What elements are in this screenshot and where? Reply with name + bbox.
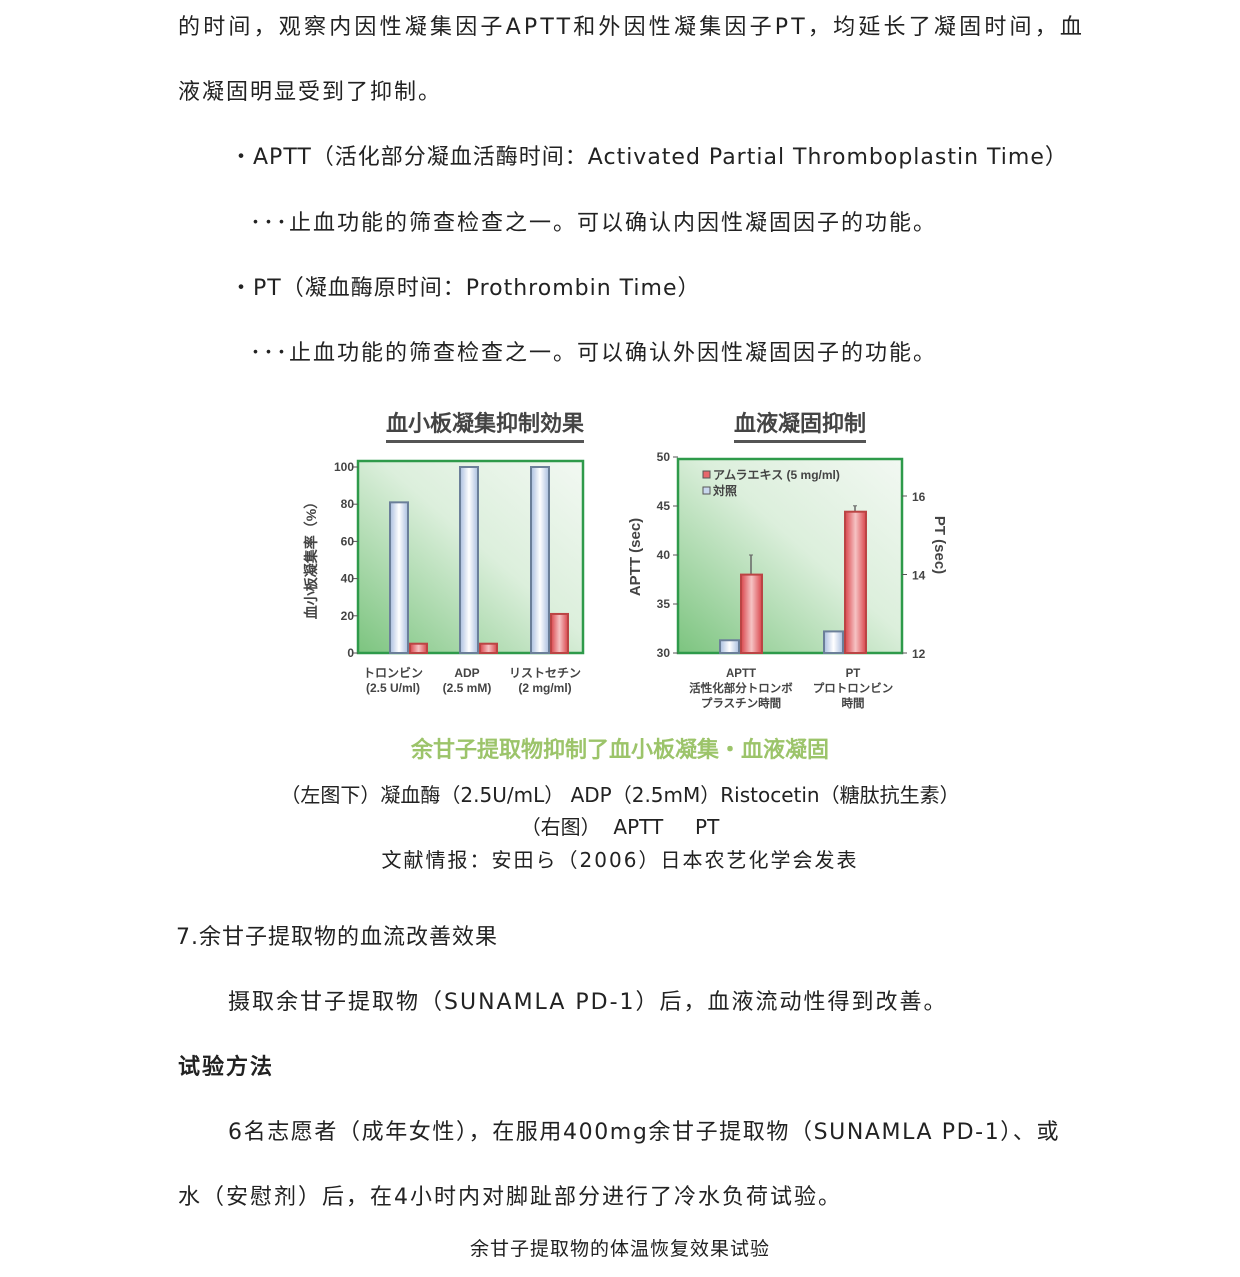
bar: [459, 466, 479, 654]
legend-swatch: [702, 470, 711, 479]
y-tick-label: 100: [334, 460, 354, 474]
plot-area: [676, 457, 904, 655]
y-axis-label: 血小板凝集率（%）: [303, 495, 319, 619]
y-tick-label: 60: [341, 534, 355, 548]
bar: [389, 501, 409, 654]
x-tick-label: APTT: [726, 668, 756, 680]
figure-caption: （左图下）凝血酶（2.5U/mL） ADP（2.5mM）Ristocetin（糖…: [280, 783, 960, 807]
bar: [530, 466, 550, 654]
aptt-description: ･･･止血功能的筛查检查之一。可以确认内因性凝固因子的功能。: [250, 211, 938, 236]
y2-tick-label: 16: [912, 490, 926, 504]
paragraph-line: 的时间，观察内因性凝集因子APTT和外因性凝集因子PT，均延长了凝固时间，血: [178, 15, 1086, 40]
legend-label: アムラエキス (5 mg/ml): [713, 468, 840, 482]
method-heading: 试验方法: [178, 1055, 275, 1080]
x-tick-label: (2.5 mM): [443, 681, 492, 695]
blood-coagulation-chart: 30 35 40 45 50 12 14 16 APTT (sec) PT (sec) アムラエキス…: [627, 450, 948, 710]
section-heading: 7.余甘子提取物的血流改善效果: [176, 925, 498, 950]
y-tick-label: 35: [657, 597, 671, 611]
pt-definition: ・PT（凝血酶原时间：Prothrombin Time）: [230, 276, 701, 301]
paragraph-line: 6名志愿者（成年女性），在服用400mg余甘子提取物（SUNAMLA PD-1）…: [228, 1120, 1061, 1145]
x-tick-label: PT: [846, 668, 861, 680]
x-tick-label: ADP: [454, 666, 479, 680]
bar: [479, 642, 498, 655]
bar: [844, 510, 867, 655]
x-tick-label: プロトロンビン: [813, 681, 894, 695]
aptt-definition: ・APTT（活化部分凝血活酶时间：Activated Partial Throm…: [230, 145, 1068, 170]
bar: [719, 639, 740, 655]
x-tick-label: トロンビン: [363, 665, 423, 680]
figure-caption: （右图） APTT PT: [520, 815, 720, 839]
x-tick-label: 時間: [842, 696, 865, 710]
bar: [550, 612, 569, 655]
y-tick-label: 40: [341, 572, 355, 586]
y-tick-label: 20: [341, 609, 355, 623]
legend-swatch: [702, 486, 711, 495]
y-tick-label: 50: [657, 450, 671, 464]
y-axis-label: APTT (sec): [627, 518, 644, 596]
next-figure-title: 余甘子提取物的体温恢复效果试验: [469, 1238, 770, 1260]
paragraph-line: 水（安慰剂）后，在4小时内对脚趾部分进行了冷水负荷试验。: [178, 1185, 842, 1210]
figure-banner: 余甘子提取物抑制了血小板凝集・血液凝固: [410, 738, 829, 763]
bar: [740, 573, 763, 654]
y-tick-label: 0: [347, 646, 354, 660]
bar: [409, 642, 428, 655]
x-tick-label: 活性化部分トロンボ: [689, 681, 793, 695]
x-tick-label: プラスチン時間: [701, 696, 781, 710]
y-tick-label: 80: [341, 497, 355, 511]
pt-description: ･･･止血功能的筛查检查之一。可以确认外因性凝固因子的功能。: [250, 341, 938, 366]
y2-tick-label: 12: [912, 647, 926, 661]
chart-title-left: 血小板凝集抑制効果: [386, 406, 585, 443]
paragraph-line: 液凝固明显受到了抑制。: [178, 80, 443, 105]
figure-reference: 文献情报：安田ら（2006）日本农艺化学会发表: [381, 848, 859, 872]
y2-tick-label: 14: [912, 569, 926, 583]
y-tick-label: 30: [657, 646, 671, 660]
y-tick-label: 40: [657, 548, 671, 562]
paragraph-line: 摄取余甘子提取物（SUNAMLA PD-1）后，血液流动性得到改善。: [228, 990, 948, 1015]
bar: [823, 630, 844, 654]
legend-label: 対照: [712, 483, 737, 498]
y-tick-label: 45: [657, 499, 671, 513]
x-tick-label: リストセチン: [509, 666, 581, 680]
y2-axis-label: PT (sec): [931, 516, 948, 574]
chart-title-right: 血液凝固抑制: [734, 406, 867, 443]
x-tick-label: (2.5 U/ml): [366, 681, 420, 695]
x-tick-label: (2 mg/ml): [518, 681, 571, 695]
